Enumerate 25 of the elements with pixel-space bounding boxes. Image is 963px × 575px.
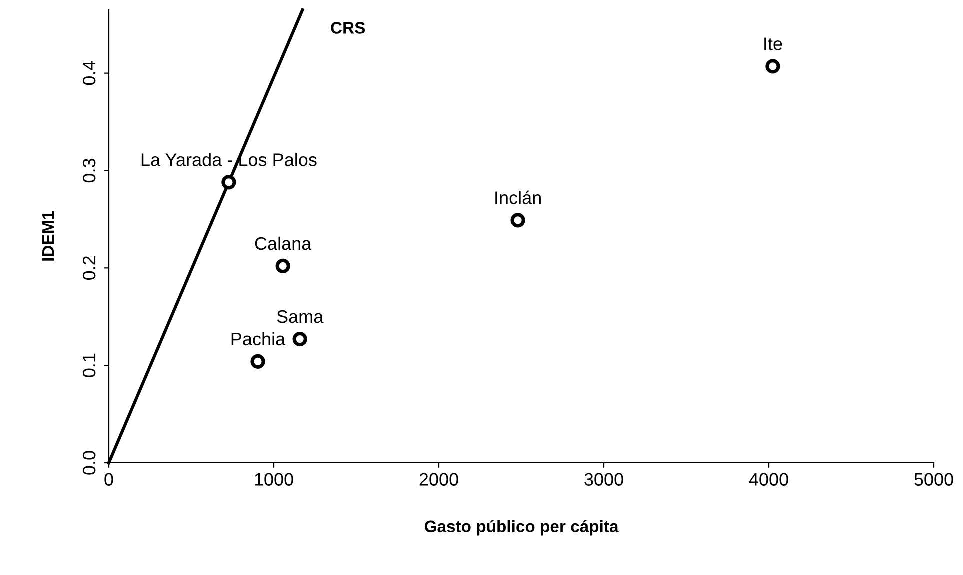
series-label: CRS [331,22,366,34]
x-tick-label: 2000 [420,473,458,486]
y-tick-label: 0.4 [82,61,96,86]
data-label: Sama [277,310,324,324]
x-tick-label: 1000 [255,473,294,486]
data-label: Inclán [496,190,541,204]
y-tick-label: 0.2 [82,256,96,280]
x-tick-label: 3000 [584,473,624,486]
point [276,258,290,274]
data-label: Pachia [232,332,286,346]
data-label: Ite [764,38,782,50]
y-tick-label: 0.1 [82,354,96,378]
x-tick-label: 0 [104,473,114,486]
x-tick-label: 5000 [914,473,954,486]
y-tick-label: 0.3 [82,158,96,183]
point [250,354,266,369]
y-axis-title: IDEM1 [42,211,54,261]
data-label: Calana [255,236,312,250]
point [222,175,236,190]
x-tick-label: 4000 [749,473,788,486]
point [292,332,308,347]
y-tick-label: 0.0 [82,451,96,475]
point [766,59,780,74]
point [510,213,526,228]
x-axis-title: Gasto público per cápita [424,520,619,536]
